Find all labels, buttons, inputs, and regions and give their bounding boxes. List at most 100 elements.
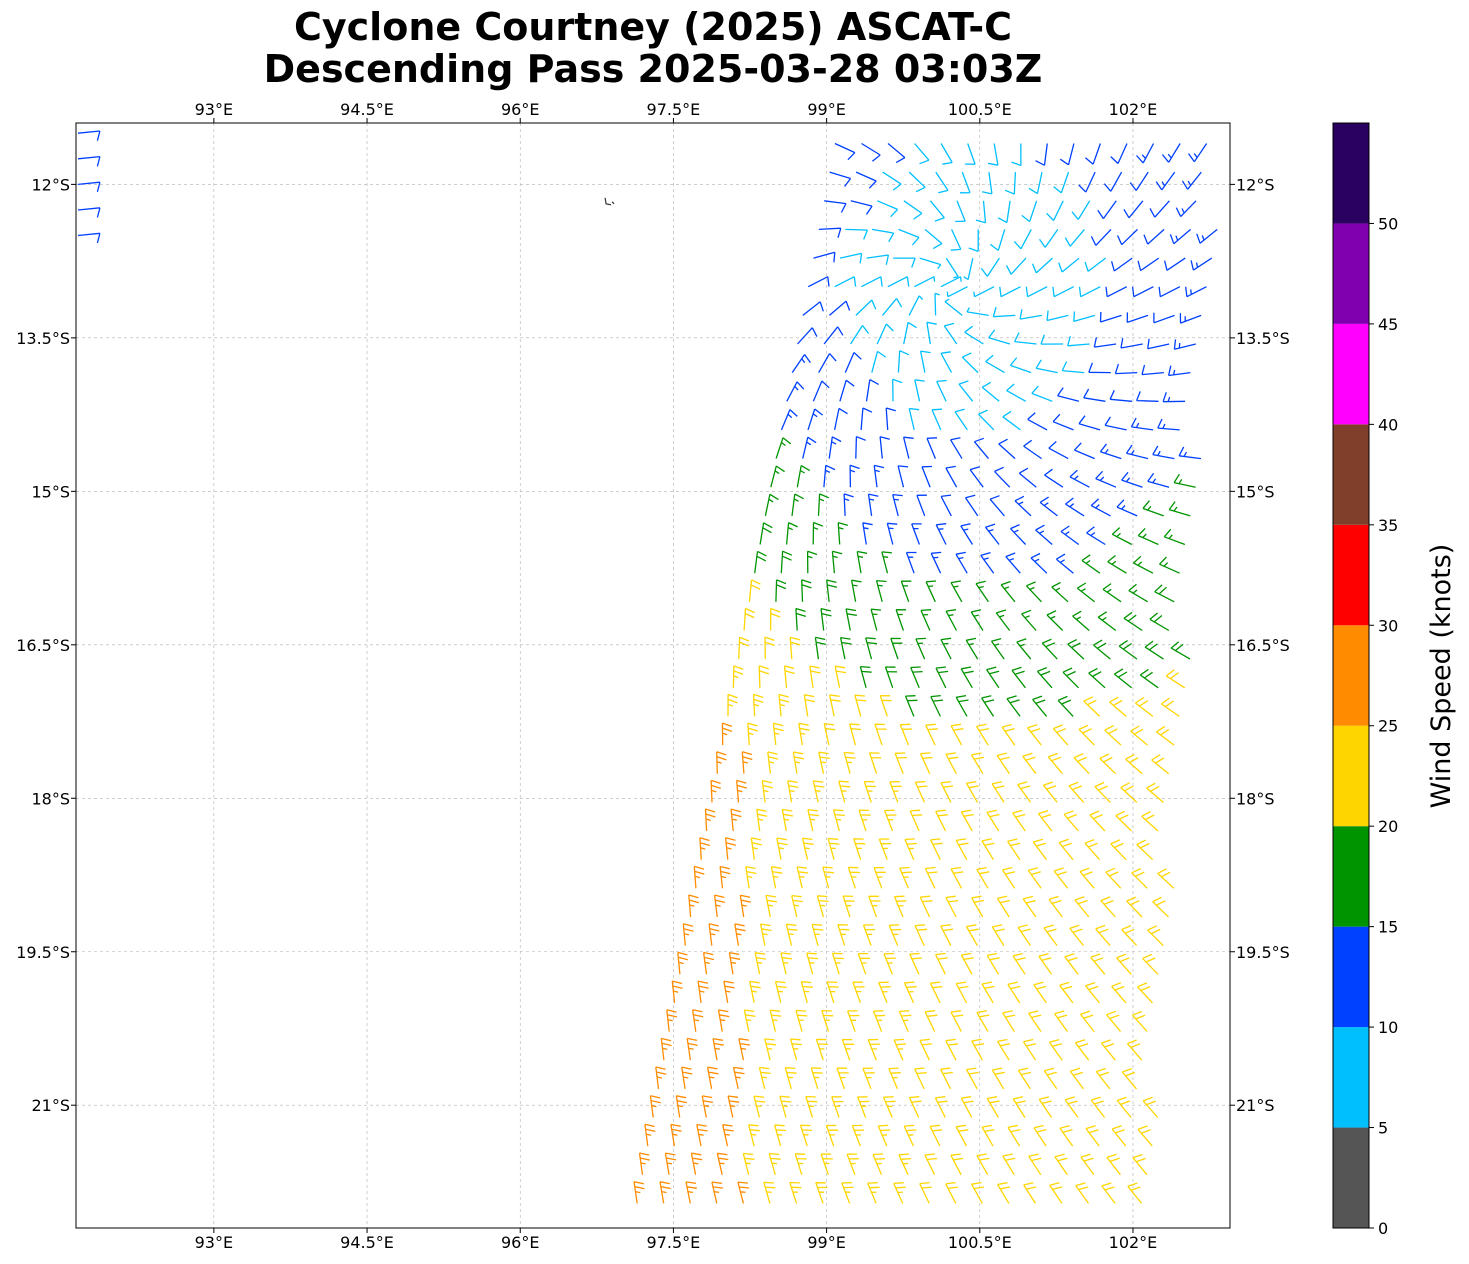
wind-barb (850, 325, 870, 345)
wind-barb (826, 981, 839, 1004)
wind-barb (736, 779, 747, 803)
wind-barb (1173, 473, 1196, 488)
wind-barb (1031, 385, 1053, 402)
wind-barb (681, 1066, 693, 1090)
wind-barb (1035, 143, 1048, 166)
wind-barb (1170, 641, 1191, 660)
wind-barb (688, 894, 700, 918)
wind-barb (1187, 143, 1208, 163)
wind-barb (834, 665, 847, 688)
wind-barb (1155, 171, 1176, 191)
wind-barb (986, 952, 1000, 975)
wind-barb (754, 550, 767, 574)
wind-barb (1027, 724, 1042, 746)
wind-barb (999, 286, 1021, 298)
map-frame (75, 122, 1231, 1229)
wind-barb (1049, 1182, 1063, 1204)
wind-barb (1043, 924, 1058, 946)
wind-barb (768, 1152, 781, 1175)
wind-barb (1086, 526, 1106, 546)
wind-barb (855, 435, 866, 459)
wind-barb (971, 895, 985, 918)
wind-barb (1179, 313, 1202, 324)
wind-barb (1053, 867, 1069, 889)
wind-barb (945, 895, 959, 918)
wind-barb (1106, 1153, 1121, 1176)
wind-barb (1141, 364, 1164, 376)
wind-barb (1059, 1124, 1074, 1147)
wind-barb (1135, 391, 1159, 402)
wind-barb (742, 1152, 755, 1175)
wind-barb (968, 229, 979, 253)
wind-barb (1090, 1096, 1106, 1118)
wind-barb (1005, 552, 1021, 574)
wind-barb (660, 1037, 672, 1061)
wind-barb (856, 1096, 870, 1118)
wind-barb (1004, 172, 1017, 195)
wind-barb (1181, 171, 1202, 190)
lon-tick-label-top: 99°E (807, 100, 845, 119)
wind-barb (1090, 953, 1106, 975)
wind-barb (1121, 1067, 1137, 1090)
wind-barb (848, 723, 861, 746)
lon-tick-label-top: 93°E (195, 100, 233, 119)
wind-barb (935, 666, 949, 689)
wind-barb (882, 171, 902, 191)
wind-barb (955, 981, 969, 1004)
wind-barb (1139, 668, 1159, 689)
wind-barb (950, 723, 964, 746)
wind-barb (1084, 143, 1102, 165)
wind-barb (903, 200, 923, 220)
lon-tick-label-bottom: 102°E (1109, 1233, 1158, 1252)
wind-barb (1147, 472, 1170, 488)
wind-barb (965, 1067, 979, 1090)
wind-barb (965, 780, 979, 803)
wind-barb (1059, 981, 1074, 1004)
wind-barb (1137, 1125, 1153, 1147)
wind-barb (878, 981, 891, 1004)
wind-barb (1163, 257, 1186, 271)
colorbar-tick-label: 15 (1378, 918, 1398, 937)
wind-barb (1048, 895, 1063, 918)
wind-barb (1190, 257, 1213, 271)
lon-tick-label-bottom: 97.5°E (647, 1233, 701, 1252)
lat-tick-label-left: 12°S (31, 175, 70, 194)
lon-tick-label-top: 100.5°E (948, 100, 1012, 119)
wind-barb (738, 636, 750, 660)
wind-barb (791, 493, 804, 516)
wind-barb (975, 580, 989, 603)
wind-barb (981, 981, 995, 1004)
wind-barb (1006, 383, 1027, 402)
wind-barb (862, 1067, 875, 1090)
wind-barb (779, 1095, 792, 1118)
wind-barb (930, 694, 944, 717)
wind-barb (1185, 286, 1207, 298)
wind-barb (981, 1124, 995, 1147)
colorbar-bin (1333, 323, 1369, 425)
wind-barb (791, 354, 811, 373)
wind-barb (685, 1181, 697, 1204)
wind-barb (940, 276, 962, 288)
wind-barb (1114, 363, 1138, 375)
wind-barb (713, 894, 726, 918)
wind-barb (924, 866, 938, 889)
wind-barb (950, 437, 963, 459)
colorbar-tick-label: 50 (1378, 214, 1398, 233)
lat-tick-label-left: 19.5°S (16, 943, 70, 962)
wind-barb (997, 200, 1011, 224)
wind-barb (988, 329, 1011, 345)
wind-barb (1100, 1039, 1116, 1061)
wind-barb (914, 379, 925, 402)
wind-barb (857, 952, 870, 975)
wind-barb (1104, 725, 1122, 746)
wind-barb (806, 952, 819, 975)
wind-barb (1123, 611, 1143, 632)
wind-barb (801, 579, 812, 602)
wind-barb (935, 809, 948, 832)
colorbar-tick-label: 20 (1378, 817, 1398, 836)
wind-barb (772, 722, 784, 746)
wind-barb (821, 1009, 834, 1032)
wind-barb (1055, 553, 1074, 574)
wind-barb (914, 780, 928, 803)
wind-barb (1129, 171, 1149, 191)
